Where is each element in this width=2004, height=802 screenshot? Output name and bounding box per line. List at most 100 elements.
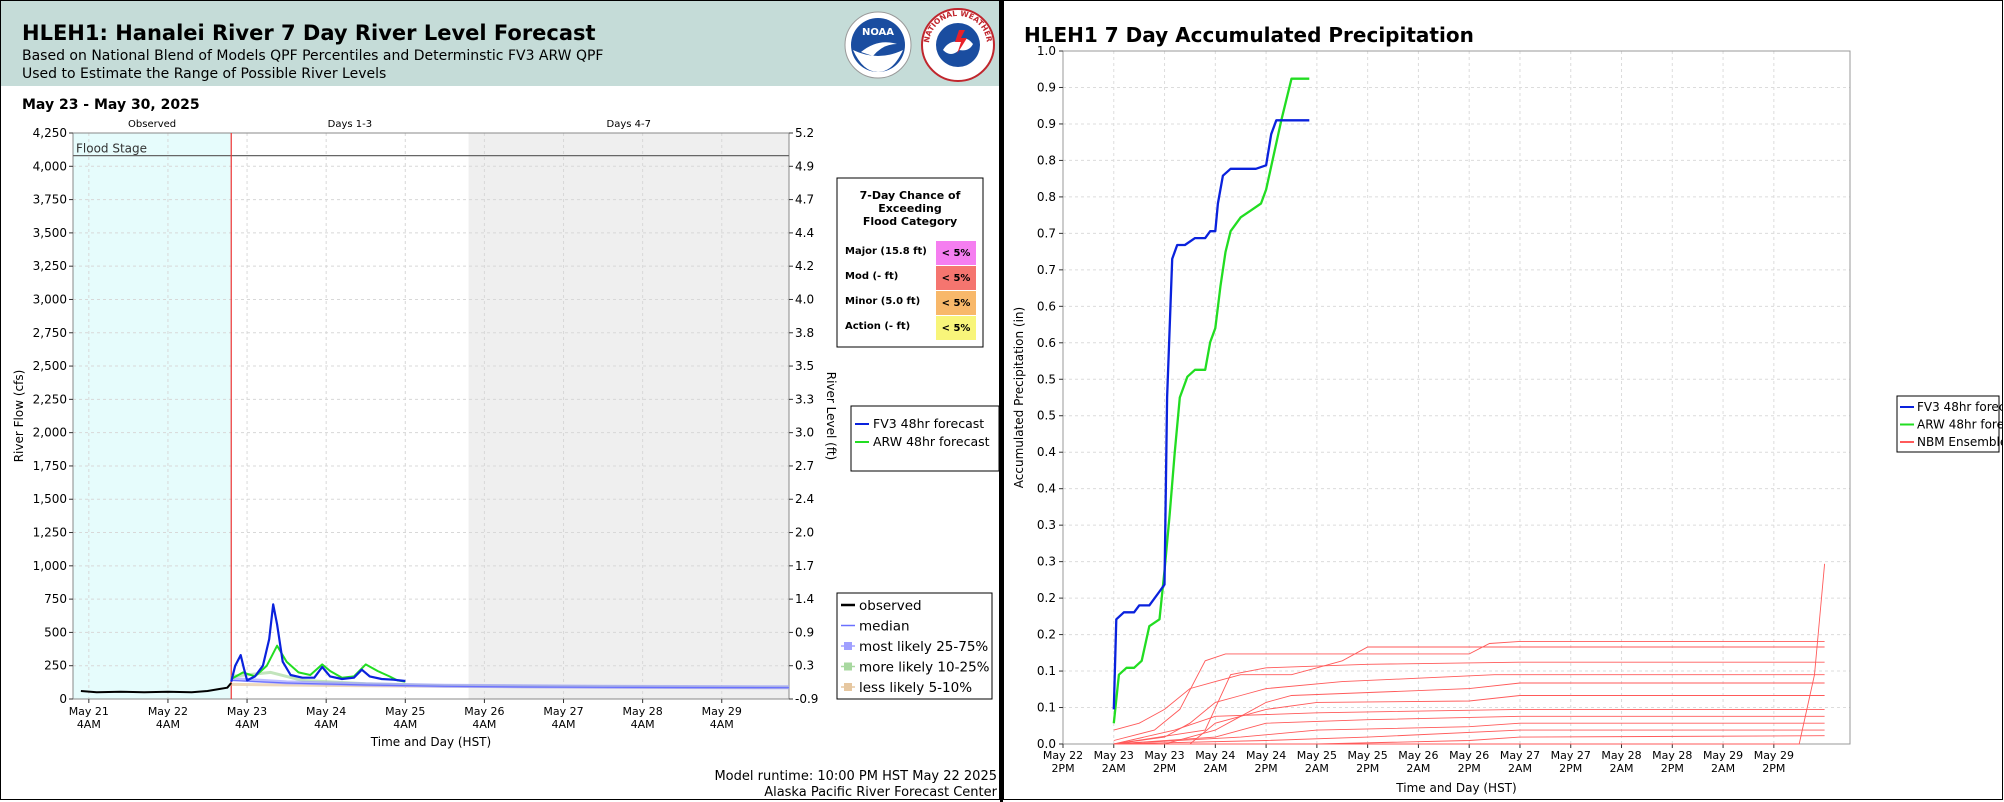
y-tick-label: 500 [44, 625, 67, 639]
nbm-member-10 [1113, 661, 1825, 745]
flood-table-title: 7-Day Chance of [860, 189, 961, 202]
nbm-member-5 [1113, 708, 1825, 745]
x-tick-day: May 22 [1043, 749, 1083, 762]
nbm-member-11 [1113, 563, 1826, 745]
y-tick-label: 0.1 [1037, 701, 1056, 715]
y2-tick-label: 3.0 [795, 426, 814, 440]
y-tick-label: 2,250 [33, 392, 67, 406]
x-tick-time: 4AM [552, 718, 576, 731]
nbm-member-8 [1113, 729, 1825, 745]
flood-stage-label: Flood Stage [76, 142, 147, 156]
x-tick-day: May 22 [148, 705, 188, 718]
y2-tick-label: 2.4 [795, 492, 814, 506]
flood-row-swatch [936, 291, 976, 315]
region-1 [231, 133, 469, 699]
noaa-logo-text: NOAA [862, 27, 894, 38]
region-0 [73, 133, 232, 699]
y-tick-label: 250 [44, 659, 67, 673]
y-tick-label: 0.8 [1037, 153, 1056, 167]
x-tick-time: 2PM [1356, 762, 1379, 775]
y-tick-label: 2,750 [33, 326, 67, 340]
legend-swatch-marker [844, 642, 852, 650]
x-tick-time: 2PM [1762, 762, 1785, 775]
flood-row-label: Major (15.8 ft) [845, 246, 927, 257]
y2-tick-label: 0.3 [795, 659, 814, 673]
y-tick-label: 0.7 [1037, 263, 1056, 277]
y-tick-label: 0.9 [1037, 117, 1056, 131]
y-tick-label: 3,500 [33, 226, 67, 240]
y-tick-label: 0.1 [1037, 664, 1056, 678]
legend-label: ARW 48hr forecast [873, 434, 990, 449]
flood-row-label: Minor (5.0 ft) [845, 296, 920, 307]
y2-tick-label: 5.2 [795, 126, 814, 140]
x-tick-time: 2AM [1102, 762, 1126, 775]
y-tick-label: 3,750 [33, 193, 67, 207]
legend-label: FV3 48hr forecast [1917, 400, 2003, 414]
nbm-member-6 [1113, 715, 1825, 745]
y-tick-label: 0 [59, 692, 67, 706]
y2-tick-label: 2.7 [795, 459, 814, 473]
region-label: Days 1-3 [328, 119, 372, 130]
series-fv3-48hr-forecast [1112, 119, 1310, 710]
flood-row-value: < 5% [942, 273, 971, 284]
river-flow-chart: Observed Days 1-3 Days 4-7 Flood Stage 0 250 5… [12, 119, 999, 749]
y-tick-label: 0.2 [1037, 628, 1056, 642]
y-tick-label: 2,000 [33, 426, 67, 440]
x-tick-day: May 26 [1449, 749, 1489, 762]
y-tick-label: 0.5 [1037, 372, 1056, 386]
y2-tick-label: 2.0 [795, 526, 814, 540]
x-tick-time: 4AM [314, 718, 338, 731]
y-axis-label: River Flow (cfs) [12, 370, 26, 463]
x-tick-day: May 25 [1297, 749, 1337, 762]
x-tick-day: May 24 [1246, 749, 1286, 762]
y-tick-label: 0.3 [1037, 518, 1056, 532]
series-fv3-48hr-forecast [230, 603, 406, 683]
legend-label: more likely 10-25% [859, 660, 990, 676]
legend-label: ARW 48hr forecast [1917, 418, 2003, 432]
x-tick-time: 2AM [1711, 762, 1735, 775]
nbm-member-0 [1113, 646, 1825, 731]
x-tick-day: May 29 [1703, 749, 1743, 762]
x-tick-time: 4AM [472, 718, 496, 731]
region-label: Observed [128, 119, 176, 130]
x-axis-label: Time and Day (HST) [1395, 781, 1516, 795]
x-tick-day: May 27 [1551, 749, 1591, 762]
series-arw-48hr-forecast [1112, 77, 1310, 724]
nws-logo: NATIONAL WEATHER SERVICE [919, 6, 995, 82]
x-tick-day: May 23 [1094, 749, 1134, 762]
x-tick-time: 4AM [77, 718, 101, 731]
y-tick-label: 4,250 [33, 126, 67, 140]
x-tick-time: 2PM [1458, 762, 1481, 775]
x-tick-day: May 25 [1348, 749, 1388, 762]
x-tick-time: 4AM [156, 718, 180, 731]
y-tick-label: 0.6 [1037, 336, 1056, 350]
x-tick-day: May 24 [306, 705, 346, 718]
legend-swatch-marker [844, 683, 852, 691]
x-tick-time: 2PM [1051, 762, 1074, 775]
precip-panel: HLEH1 7 Day Accumulated Precipitation 0.… [1003, 0, 2003, 800]
x-axis-label: Time and Day (HST) [370, 735, 491, 749]
flood-table-title: Exceeding [878, 202, 941, 215]
y-tick-label: 0.7 [1037, 226, 1056, 240]
footer-runtime: Model runtime: 10:00 PM HST May 22 2025 [714, 769, 997, 784]
flood-table-title: Flood Category [863, 215, 957, 228]
y-tick-label: 0.3 [1037, 555, 1056, 569]
y-tick-label: 0.6 [1037, 299, 1056, 313]
subtitle-range: Used to Estimate the Range of Possible R… [22, 66, 387, 82]
series-median [231, 679, 790, 689]
x-tick-time: 2AM [1305, 762, 1329, 775]
y-tick-label: 1,750 [33, 459, 67, 473]
precip-title: HLEH1 7 Day Accumulated Precipitation [1024, 23, 1474, 47]
y2-tick-label: 4.7 [795, 193, 814, 207]
y-tick-label: 0.4 [1037, 445, 1056, 459]
y-tick-label: 0.9 [1037, 80, 1056, 94]
y-tick-label: 1.0 [1037, 44, 1056, 58]
x-tick-day: May 23 [227, 705, 267, 718]
y2-tick-label: 0.9 [795, 625, 814, 639]
x-tick-day: May 29 [1754, 749, 1794, 762]
y-tick-label: 0.4 [1037, 482, 1056, 496]
subtitle-qpf: Based on National Blend of Models QPF Pe… [22, 48, 604, 64]
y2-tick-label: 4.0 [795, 292, 814, 306]
flood-row-label: Mod (- ft) [845, 271, 898, 282]
flood-row-swatch [936, 266, 976, 290]
